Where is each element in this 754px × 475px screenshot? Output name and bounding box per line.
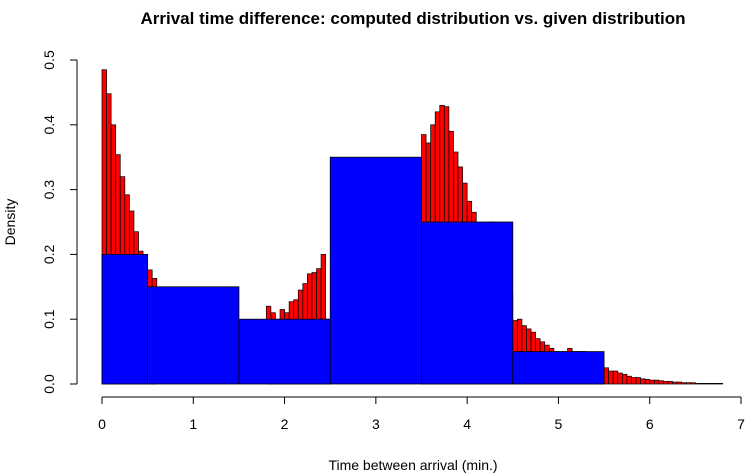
y-tick-label: 0.3 [41, 180, 57, 200]
computed-bar [663, 381, 669, 385]
x-tick-label: 7 [737, 416, 745, 432]
given-bar [421, 221, 514, 385]
x-tick-label: 4 [463, 416, 471, 432]
x-tick-label: 2 [281, 416, 289, 432]
given-bar [238, 318, 331, 385]
computed-bar [704, 383, 710, 385]
computed-bar [695, 383, 701, 385]
x-axis-label: Time between arrival (min.) [328, 457, 497, 473]
computed-bar [667, 381, 673, 385]
computed-bar [635, 377, 641, 385]
given-distribution-bars [101, 156, 605, 385]
computed-bar [713, 383, 719, 385]
y-tick-label: 0.2 [41, 244, 57, 264]
computed-bar [621, 373, 628, 385]
computed-bar [676, 381, 683, 385]
y-tick-label: 0.5 [41, 50, 57, 70]
given-bar [512, 351, 605, 385]
computed-bar [699, 383, 705, 385]
given-bar [101, 253, 149, 385]
computed-bar [708, 383, 714, 385]
given-bar [329, 156, 422, 385]
x-tick-label: 1 [189, 416, 197, 432]
y-tick-label: 0.1 [41, 309, 57, 329]
computed-bar [626, 375, 632, 385]
y-axis: 0.0 0.1 0.2 0.3 0.4 0.5 [41, 50, 78, 394]
y-axis-label: Density [2, 199, 18, 246]
computed-bar [631, 377, 637, 385]
computed-bar [690, 382, 696, 385]
computed-bar [672, 381, 678, 385]
x-tick-label: 5 [555, 416, 563, 432]
chart-title: Arrival time difference: computed distri… [140, 9, 685, 28]
x-tick-label: 0 [98, 416, 106, 432]
computed-bar [608, 370, 614, 385]
y-tick-label: 0.0 [41, 374, 57, 394]
x-tick-label: 3 [372, 416, 380, 432]
computed-bar [644, 379, 651, 385]
computed-bar [649, 379, 655, 385]
computed-bar [603, 367, 609, 385]
computed-bar [681, 382, 687, 385]
y-tick-label: 0.4 [41, 115, 57, 135]
x-tick-label: 6 [646, 416, 654, 432]
computed-bar [640, 378, 646, 385]
computed-bar [685, 382, 692, 385]
computed-bar [653, 379, 660, 385]
computed-bar [612, 370, 619, 385]
computed-bar [717, 383, 724, 385]
computed-bar [658, 380, 664, 385]
computed-bar [617, 372, 623, 385]
x-axis: 0 1 2 3 4 5 6 7 [98, 396, 745, 432]
given-bar [147, 286, 240, 385]
